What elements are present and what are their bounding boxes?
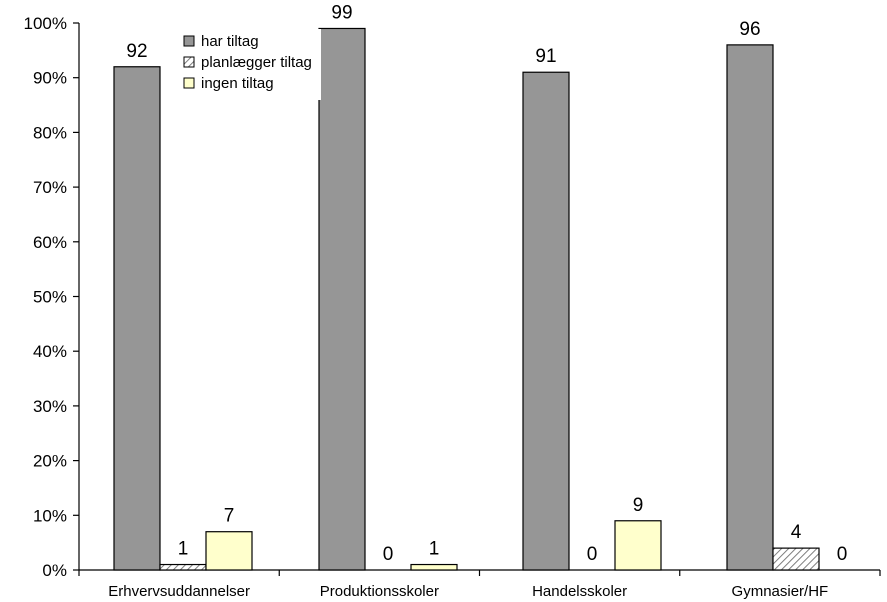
x-axis: Erhvervsuddannelser Produktionsskoler Hand…	[79, 570, 880, 600]
y-tick-label: 80%	[33, 123, 67, 142]
y-tick-label: 30%	[33, 397, 67, 416]
y-tick-label: 40%	[33, 342, 67, 361]
bar	[615, 521, 661, 570]
legend-label: planlægger tiltag	[201, 54, 312, 71]
y-tick-label: 20%	[33, 452, 67, 471]
bar	[114, 67, 160, 570]
bars	[114, 28, 819, 570]
y-tick-label: 70%	[33, 178, 67, 197]
data-label: 92	[126, 41, 147, 62]
x-category-label: Erhvervsuddannelser	[108, 583, 250, 600]
y-tick-label: 0%	[42, 561, 67, 580]
y-tick-label: 60%	[33, 233, 67, 252]
data-label: 91	[535, 46, 556, 67]
data-label: 4	[791, 522, 802, 543]
data-label: 0	[837, 544, 848, 565]
bar	[319, 28, 365, 570]
y-tick-label: 100%	[24, 14, 67, 33]
bar	[727, 45, 773, 570]
legend-label: ingen tiltag	[201, 75, 274, 92]
bar	[411, 565, 457, 570]
bar	[523, 72, 569, 570]
legend: har tiltag planlægger tiltag ingen tiltag	[161, 29, 321, 100]
data-label: 0	[587, 544, 598, 565]
y-tick-label: 10%	[33, 506, 67, 525]
data-label: 1	[178, 539, 189, 560]
bar	[773, 548, 819, 570]
data-label: 99	[331, 2, 352, 23]
x-category-label: Handelsskoler	[532, 583, 627, 600]
data-label: 7	[224, 506, 235, 527]
legend-swatch	[184, 36, 194, 46]
bar	[160, 565, 206, 570]
x-category-label: Produktionsskoler	[320, 583, 439, 600]
legend-swatch	[184, 78, 194, 88]
data-label: 1	[429, 539, 440, 560]
bar	[206, 532, 252, 570]
y-tick-label: 50%	[33, 288, 67, 307]
y-tick-label: 90%	[33, 69, 67, 88]
y-axis: 0% 10% 20% 30% 40% 50% 60% 70% 80% 90% 100%	[24, 14, 79, 580]
data-label: 96	[739, 19, 760, 40]
legend-label: har tiltag	[201, 33, 259, 50]
legend-swatch	[184, 57, 194, 67]
x-category-label: Gymnasier/HF	[732, 583, 829, 600]
data-label: 0	[383, 544, 394, 565]
data-label: 9	[633, 495, 644, 516]
